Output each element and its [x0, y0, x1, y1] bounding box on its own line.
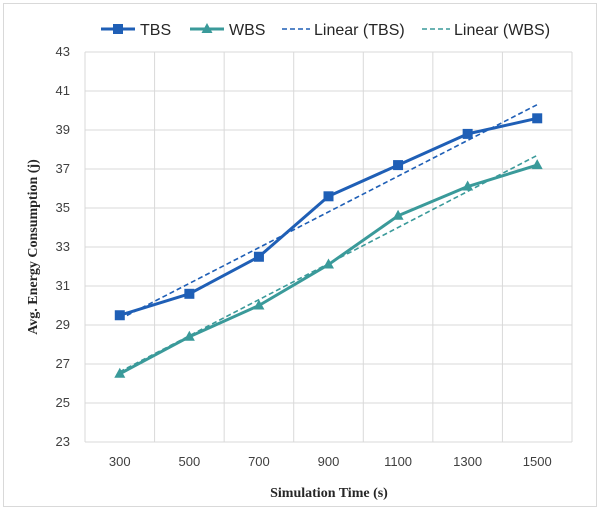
legend-marker-triangle — [201, 23, 213, 33]
legend-marker-square — [113, 24, 123, 34]
data-point-square — [114, 310, 125, 321]
y-tick-label: 27 — [56, 356, 70, 371]
legend-label: WBS — [229, 22, 265, 39]
x-tick-label: 1300 — [453, 454, 482, 469]
x-tick-label: 1500 — [523, 454, 552, 469]
data-point-square — [393, 160, 404, 171]
legend-label: Linear (TBS) — [314, 22, 405, 39]
x-tick-label: 900 — [318, 454, 340, 469]
y-axis-title: Avg. Energy Consumption (j) — [26, 159, 41, 335]
data-series — [114, 113, 543, 378]
legend: TBS WBS Linear (TBS) Linear (WBS) — [101, 22, 550, 39]
y-tick-label: 39 — [56, 122, 70, 137]
grid-lines — [84, 51, 573, 443]
y-tick-label: 41 — [56, 83, 70, 98]
trendline — [119, 103, 538, 320]
data-point-square — [532, 113, 543, 124]
y-tick-label: 29 — [56, 317, 70, 332]
x-tick-label: 500 — [179, 454, 201, 469]
data-point-triangle — [253, 299, 265, 310]
x-axis-title: Simulation Time (s) — [270, 486, 388, 501]
data-point-triangle — [392, 209, 404, 220]
data-point-triangle — [114, 367, 126, 378]
x-tick-label: 1100 — [384, 454, 412, 469]
x-tick-label: 300 — [109, 454, 131, 469]
y-tick-labels: 23 25 27 29 31 33 35 37 39 41 43 — [56, 44, 70, 449]
legend-label: Linear (WBS) — [454, 22, 550, 39]
y-tick-label: 25 — [56, 395, 70, 410]
data-point-triangle — [462, 180, 474, 191]
data-point-square — [184, 288, 195, 299]
y-tick-label: 35 — [56, 200, 70, 215]
y-tick-label: 31 — [56, 278, 70, 293]
data-point-square — [462, 128, 473, 139]
data-point-triangle — [531, 159, 543, 170]
data-point-triangle — [183, 330, 195, 341]
x-tick-label: 700 — [248, 454, 270, 469]
data-point-triangle — [323, 258, 334, 269]
y-tick-label: 43 — [56, 44, 70, 59]
x-tick-labels: 300 500 700 900 1100 1300 1500 — [109, 454, 552, 469]
data-point-square — [323, 191, 334, 202]
legend-label: TBS — [140, 22, 171, 39]
data-point-square — [253, 251, 264, 262]
trendlines — [119, 103, 538, 373]
y-tick-label: 37 — [56, 161, 70, 176]
chart-frame — [3, 3, 597, 507]
y-tick-label: 23 — [56, 434, 70, 449]
y-tick-label: 33 — [56, 239, 70, 254]
